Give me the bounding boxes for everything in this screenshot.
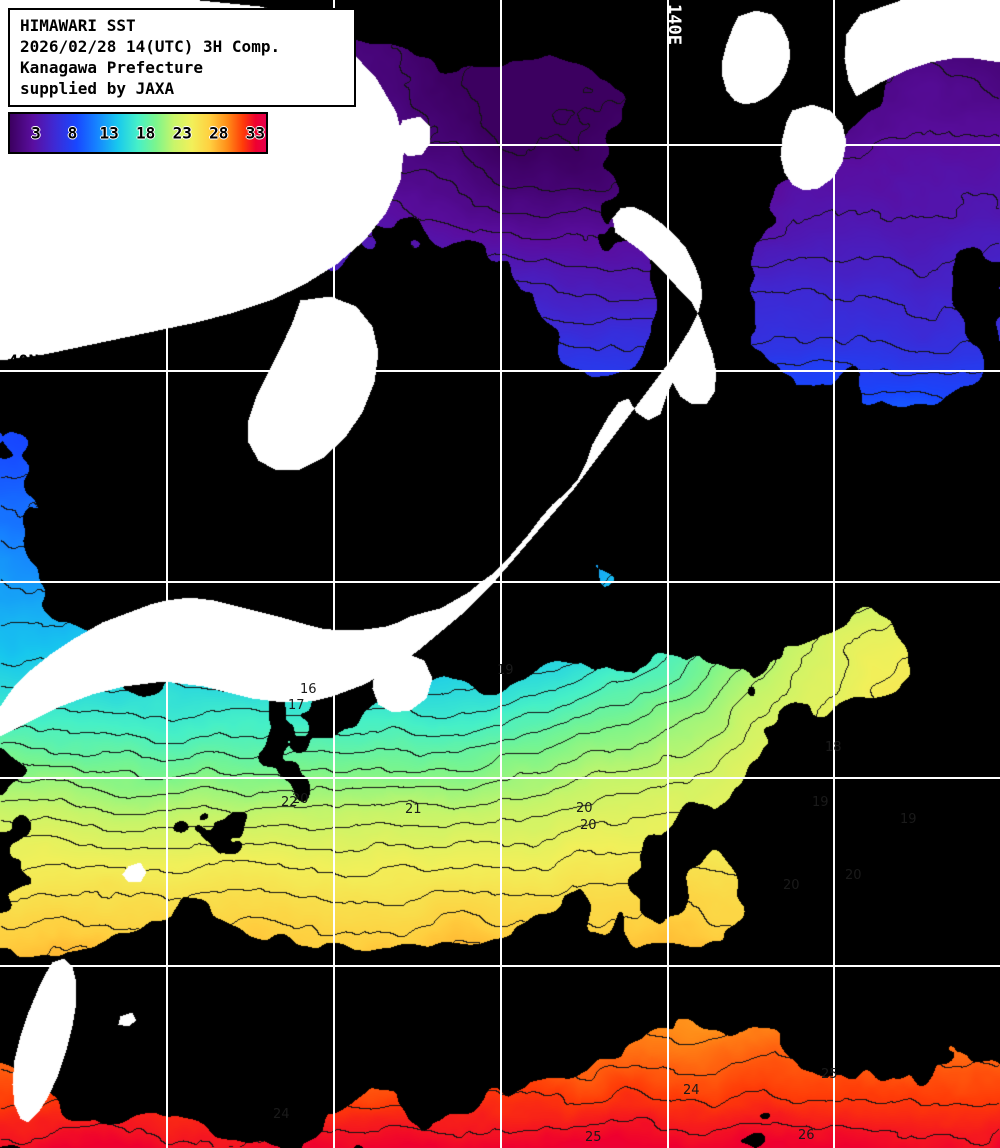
- colorbar-gradient: [10, 114, 266, 152]
- colorbar-tick-13: 13: [99, 123, 119, 143]
- map-title-box: HIMAWARI SST 2026/02/28 14(UTC) 3H Comp.…: [8, 8, 356, 107]
- colorbar-tick-33: 33: [245, 123, 265, 143]
- colorbar-tick-8: 8: [67, 123, 78, 143]
- title-line-provider: supplied by JAXA: [20, 79, 175, 98]
- colorbar-tick-18: 18: [136, 123, 156, 143]
- colorbar-tick-28: 28: [209, 123, 229, 143]
- title-line-region: Kanagawa Prefecture: [20, 58, 204, 77]
- colorbar-tick-labels: 3 8 13 18 23 28 33: [10, 114, 266, 152]
- title-line-datetime: 2026/02/28 14(UTC) 3H Comp.: [20, 37, 281, 56]
- colorbar-tick-3: 3: [31, 123, 41, 143]
- sst-colorbar: 3 8 13 18 23 28 33: [8, 112, 268, 154]
- title-line-product: HIMAWARI SST: [20, 16, 136, 35]
- colorbar-tick-23: 23: [172, 123, 192, 143]
